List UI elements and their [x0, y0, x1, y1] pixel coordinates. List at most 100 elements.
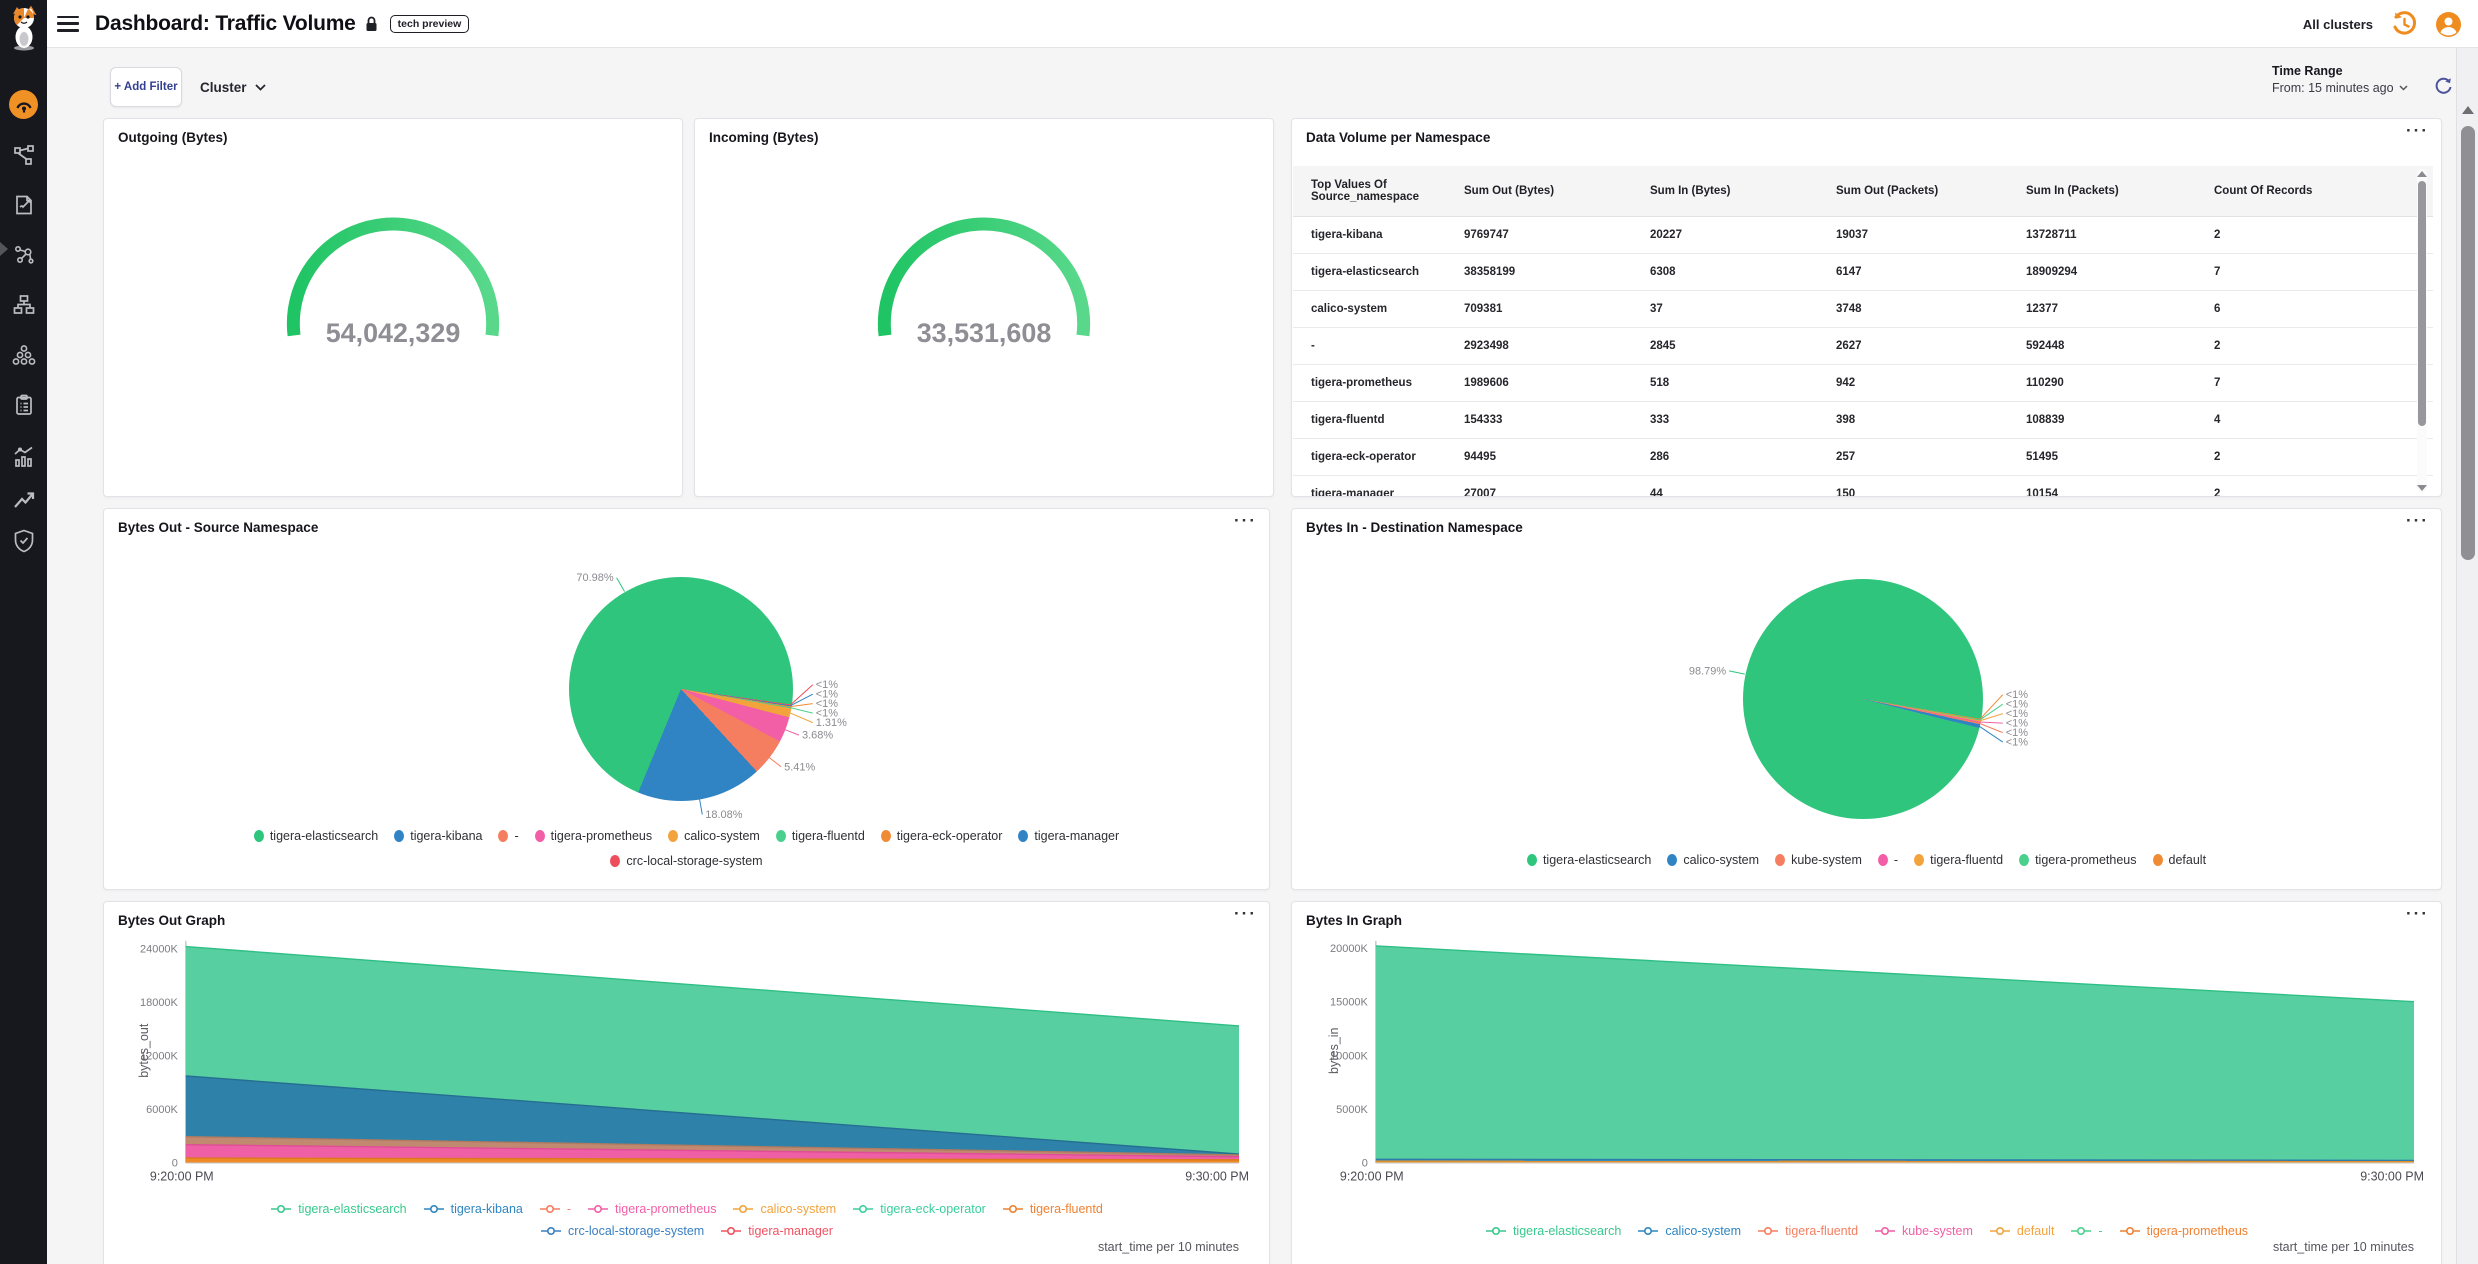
table-cell: 110290	[2026, 364, 2214, 402]
sidebar-item-endpoints[interactable]	[0, 341, 47, 369]
legend-label: tigera-fluentd	[791, 829, 865, 843]
legend-color-dot	[253, 830, 264, 842]
legend-item[interactable]: tigera-elasticsearch	[1485, 1224, 1621, 1238]
namespace-table: Top Values Of Source_namespace Sum Out (B…	[1293, 166, 2433, 496]
series-marker-icon	[588, 1204, 609, 1214]
table-column-header: Sum In (Packets)	[2026, 166, 2214, 217]
x-axis-end-label: 9:30:00 PM	[2360, 1170, 2424, 1184]
panel-menu-button[interactable]: ···	[2406, 121, 2429, 140]
legend-item[interactable]: default	[1989, 1224, 2054, 1238]
legend-item[interactable]: calico-system	[732, 1202, 836, 1216]
legend-item[interactable]: tigera-fluentd	[1002, 1202, 1103, 1216]
legend-item[interactable]: tigera-kibana	[394, 829, 482, 843]
legend-item[interactable]: calico-system	[668, 829, 760, 843]
legend-item[interactable]: tigera-prometheus	[587, 1202, 716, 1216]
scroll-up-arrow-icon[interactable]	[2462, 106, 2474, 114]
bytes-in-pie-chart[interactable]	[1743, 579, 1983, 819]
page-scrollbar[interactable]	[2456, 48, 2478, 1264]
bytes-out-area-chart[interactable]: 0 6000K 12000K 18000K 24000K 9:20:00 PM 9:30:0…	[104, 902, 1269, 1264]
panel-menu-button[interactable]: ···	[2406, 904, 2429, 923]
trend-arrow-icon	[13, 492, 34, 508]
legend-item[interactable]: -	[539, 1202, 571, 1216]
refresh-icon[interactable]	[2434, 76, 2453, 95]
y-axis-tick-label: 5000K	[1336, 1104, 1368, 1116]
pie-callout-line	[1979, 721, 2003, 724]
sidebar-item-service-graph[interactable]	[0, 241, 47, 269]
legend-item[interactable]: crc-local-storage-system	[540, 1224, 704, 1238]
scrollbar-thumb[interactable]	[2461, 126, 2475, 560]
legend-item[interactable]: tigera-prometheus	[2019, 853, 2137, 867]
series-marker-icon	[423, 1204, 444, 1214]
calico-logo[interactable]	[0, 4, 47, 52]
legend-label: tigera-fluentd	[1785, 1224, 1859, 1238]
menu-hamburger-icon[interactable]	[57, 15, 79, 32]
table-cell: 6308	[1650, 253, 1836, 291]
cluster-scope-selector[interactable]: All clusters	[2302, 16, 2373, 32]
panel-menu-button[interactable]: ···	[1234, 904, 1257, 923]
legend-item[interactable]: tigera-eck-operator	[852, 1202, 986, 1216]
legend-item[interactable]: crc-local-storage-system	[610, 854, 763, 868]
legend-item[interactable]: tigera-fluentd	[1757, 1224, 1858, 1238]
time-range-label: Time Range	[2272, 64, 2343, 78]
sidebar-item-policies[interactable]	[0, 191, 47, 219]
sidebar-item-dashboard[interactable]	[0, 90, 47, 119]
legend-item[interactable]: -	[1877, 853, 1898, 867]
user-avatar[interactable]	[2435, 11, 2462, 38]
area-series-edge	[185, 1135, 1240, 1156]
legend-item[interactable]: calico-system	[1637, 1224, 1741, 1238]
panel-menu-button[interactable]: ···	[1234, 511, 1257, 530]
add-filter-button[interactable]: + Add Filter	[110, 67, 182, 107]
legend-item[interactable]: tigera-fluentd	[1914, 853, 2003, 867]
sidebar	[0, 0, 47, 1264]
table-row: tigera-eck-operator 94495 286 257 51495 2	[1293, 438, 2433, 476]
legend-label: calico-system	[684, 829, 760, 843]
network-tree-icon	[13, 295, 34, 314]
sidebar-item-network-sets[interactable]	[0, 291, 47, 319]
sidebar-item-statistics[interactable]	[0, 443, 47, 471]
chevron-down-icon	[254, 83, 266, 91]
legend-item[interactable]: tigera-elasticsearch	[253, 829, 378, 843]
series-marker-icon	[721, 1226, 742, 1236]
history-icon[interactable]	[2391, 11, 2417, 37]
legend-item[interactable]: tigera-prometheus	[2119, 1224, 2248, 1238]
table-cell: 4	[2214, 401, 2433, 439]
bytes-in-area-chart[interactable]: 0 5000K 10000K 15000K 20000K 9:20:00 PM 9:30:0…	[1292, 902, 2441, 1264]
table-scrollbar[interactable]	[2417, 169, 2427, 493]
legend-label: tigera-eck-operator	[896, 829, 1003, 843]
sidebar-expand-wedge[interactable]	[0, 242, 8, 256]
legend-item[interactable]: default	[2152, 853, 2206, 867]
pie-slice-label: 98.79%	[1689, 665, 1726, 677]
time-range-control[interactable]: Time Range From: 15 minutes ago	[2272, 64, 2422, 95]
legend-item[interactable]: -	[498, 829, 519, 843]
legend-item[interactable]: tigera-eck-operator	[880, 829, 1003, 843]
legend-item[interactable]: -	[2070, 1224, 2103, 1238]
legend-item[interactable]: tigera-manager	[720, 1224, 833, 1238]
legend-item[interactable]: tigera-elasticsearch	[1526, 853, 1651, 867]
legend-item[interactable]: tigera-fluentd	[775, 829, 865, 843]
table-cell: 2	[2214, 475, 2433, 496]
sidebar-item-activity[interactable]	[0, 486, 47, 514]
bytes-out-pie-chart[interactable]	[569, 577, 793, 801]
table-cell: 19037	[1836, 216, 2026, 254]
cluster-filter-dropdown[interactable]: Cluster	[200, 67, 266, 107]
sidebar-item-compliance[interactable]	[0, 391, 47, 419]
sidebar-item-network-topology[interactable]	[0, 141, 47, 169]
y-axis-tick-label: 18000K	[140, 997, 179, 1009]
legend-item[interactable]: kube-system	[1874, 1224, 1973, 1238]
panel-menu-button[interactable]: ···	[2406, 511, 2429, 530]
legend-item[interactable]: tigera-elasticsearch	[270, 1202, 407, 1216]
legend-item[interactable]: calico-system	[1667, 853, 1759, 867]
legend-label: calico-system	[1665, 1224, 1742, 1238]
shield-check-icon	[14, 529, 33, 553]
legend-item[interactable]: tigera-kibana	[423, 1202, 523, 1216]
legend-item[interactable]: kube-system	[1775, 853, 1862, 867]
area-series-edge	[185, 1157, 1240, 1161]
gauge-arc	[877, 217, 1091, 337]
table-column-header: Top Values Of Source_namespace	[1293, 166, 1464, 217]
statistics-chart-icon	[13, 446, 32, 467]
y-axis-tick-label: 15000K	[1330, 997, 1369, 1009]
pie-slice-label: <1%	[816, 698, 839, 710]
sidebar-item-threat-defense[interactable]	[0, 527, 47, 555]
legend-item[interactable]: tigera-prometheus	[534, 829, 652, 843]
legend-item[interactable]: tigera-manager	[1018, 829, 1119, 843]
